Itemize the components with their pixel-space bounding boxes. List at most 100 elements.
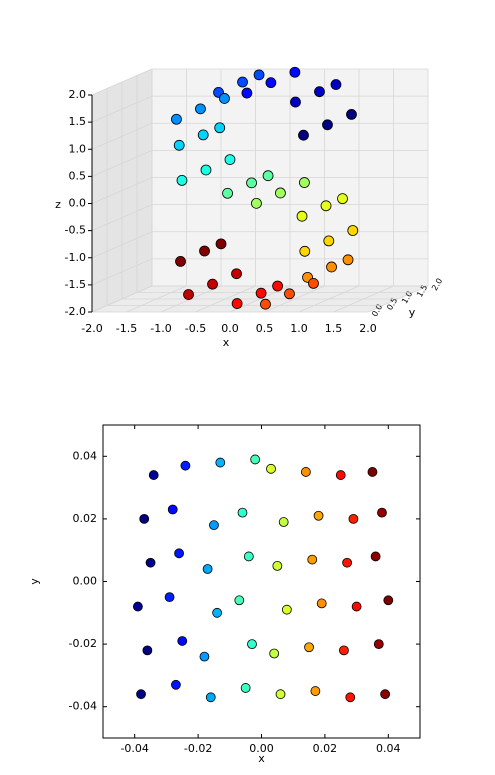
point [313,510,324,521]
z-axis-label: z [55,198,61,211]
point [339,645,349,656]
point [176,174,188,186]
y-tick-label: -0.02 [69,637,97,650]
x-tick-label: -1.5 [116,322,137,335]
z-tick-label: 0.0 [69,197,87,210]
point [222,187,233,199]
z-tick-label: 2.0 [69,88,87,101]
z-tick-label: 0.5 [69,169,87,182]
point [304,642,314,653]
point [209,520,219,531]
point [266,463,276,474]
point [290,96,301,108]
point [255,287,267,299]
point [299,245,311,257]
point [367,467,378,477]
point [308,277,319,289]
x-tick-label: -2.0 [81,322,102,335]
point [183,289,194,300]
point [275,689,286,700]
point [167,504,178,515]
point [307,554,318,565]
point [205,692,216,703]
point [345,692,356,703]
y-axis-label: y [409,306,416,319]
point [323,235,335,247]
point [132,601,143,612]
point [262,170,274,182]
point [234,595,245,606]
point [251,197,262,209]
point [164,592,175,603]
point [296,210,308,222]
z-tick-label: -1.0 [65,251,86,264]
x-tick-label: -0.04 [120,742,148,755]
point [310,686,321,696]
x-axis-label: x [258,752,265,765]
point [224,154,236,165]
point [298,129,309,141]
x-tick-label: 0.0 [221,322,239,335]
point [322,119,333,131]
point [215,457,226,468]
point [265,77,277,89]
point [346,109,357,120]
point [289,66,301,78]
point [219,93,230,104]
point [247,639,257,649]
z-tick-label: 1.0 [69,142,87,155]
x-tick-label: 0.04 [376,742,401,755]
point [231,268,242,280]
point [335,470,346,480]
point [377,507,387,518]
point [243,551,254,562]
point [246,177,257,189]
x-tick-label: 2.0 [359,322,377,335]
point [330,79,342,90]
y-axis-label: y [28,578,41,585]
point [241,87,253,99]
point [200,164,212,176]
point [351,601,362,612]
point [250,454,261,465]
point [337,193,348,205]
point [316,598,327,609]
x-tick-label: -0.02 [184,742,212,755]
point [215,238,227,250]
point [174,548,184,559]
point [347,225,359,236]
x-tick-label: 1.5 [325,322,343,335]
y-tick-label: -0.04 [69,700,97,713]
y-tick-label: 0.04 [73,449,98,462]
point [207,278,218,290]
point [383,595,394,606]
point [342,254,354,266]
y-tick-label: 0.02 [73,512,98,525]
z-tick-label: -0.5 [65,224,86,237]
point [237,507,248,518]
point [342,557,352,568]
x-tick-label: 0.5 [256,322,274,335]
y-tick-label: 0.00 [73,575,98,588]
point [195,103,206,115]
y-tick-label: 2.0 [430,277,444,293]
point [278,517,289,527]
point [326,261,337,273]
point [269,648,280,659]
point [180,460,191,471]
point [199,245,210,257]
point [370,551,381,562]
point [214,122,226,134]
point [231,298,243,309]
z-tick-label: 1.5 [69,115,87,128]
point [199,651,210,662]
point [173,139,185,151]
point [145,557,156,568]
point [300,467,311,477]
point [136,689,146,700]
point [212,607,223,618]
point [253,69,265,81]
point [284,288,295,300]
z-tick-label: -1.5 [65,278,86,291]
